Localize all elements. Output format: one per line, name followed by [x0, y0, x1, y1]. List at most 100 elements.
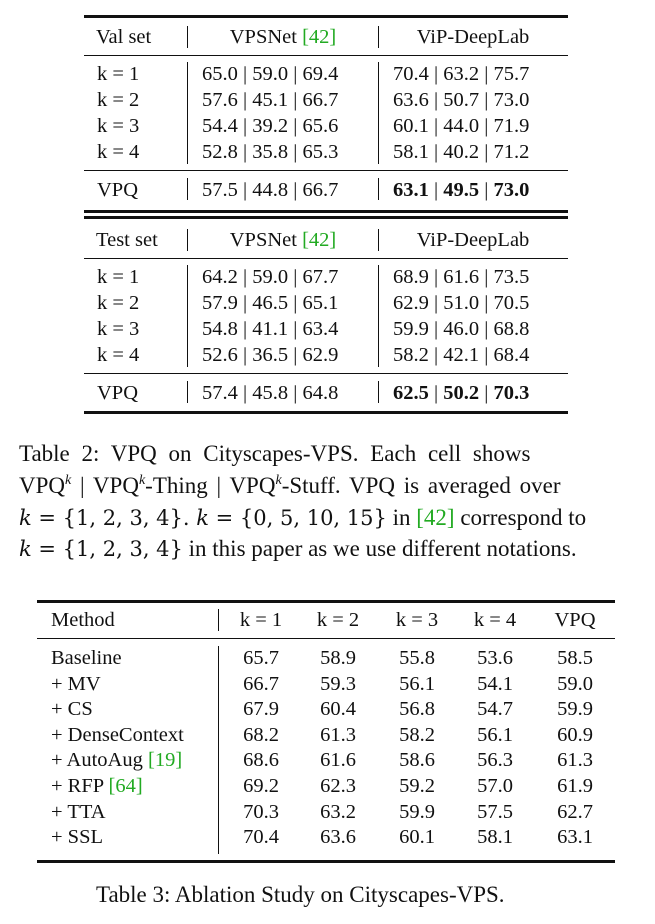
caption-text: | VPQ	[71, 473, 139, 498]
table2-val-vpq-vip: 63.1 | 49.5 | 73.0	[393, 177, 529, 203]
table-cell: 65.7	[243, 647, 279, 669]
caption-text: VPQ	[19, 473, 66, 498]
column-divider	[187, 229, 189, 251]
table2-top-rule	[84, 15, 568, 18]
table-cell: 62.3	[320, 775, 356, 797]
table2-test-vip-header: ViP-DeepLab	[416, 229, 530, 251]
citation-link[interactable]: [42]	[416, 505, 455, 530]
table-row-method: + DenseContext	[51, 722, 184, 748]
citation-link[interactable]: [42]	[302, 229, 337, 251]
table-row-method: + RFP [64]	[51, 773, 143, 799]
table2-val-body-rule	[84, 170, 568, 172]
superscript-k: k	[138, 473, 146, 488]
caption-text: in this paper as we use different notati…	[182, 536, 577, 561]
table-cell: 63.6	[320, 826, 356, 849]
table-row-method: + MV	[51, 671, 101, 697]
table-cell: 54.1	[477, 672, 513, 695]
math-set: = {0, 5, 10, 15}	[208, 506, 387, 530]
table-cell: 57.5	[477, 800, 513, 823]
table-cell: 60.4	[320, 698, 356, 721]
citation-link[interactable]: [42]	[302, 26, 337, 48]
method-label: + TTA	[51, 800, 106, 823]
math-set: = {1, 2, 3, 4}	[31, 537, 183, 561]
table-cell: 68.6	[243, 749, 279, 772]
table-row-method: + CS	[51, 696, 93, 722]
column-divider	[378, 265, 380, 367]
table3-header-rule	[37, 638, 615, 640]
column-divider	[378, 229, 380, 251]
table-cell: 56.3	[477, 749, 513, 772]
table2-val-set-header: Val set	[96, 26, 152, 48]
table-cell: 61.3	[320, 723, 356, 746]
column-divider	[187, 62, 189, 164]
separator: |	[428, 179, 444, 201]
table-cell: 57.6 | 45.1 | 66.7	[202, 89, 339, 111]
table-cell: 55.8	[399, 647, 435, 669]
table2-val-vip-header: ViP-DeepLab	[416, 26, 530, 48]
method-label: + RFP	[51, 775, 109, 797]
caption-text: -Thing | VPQ	[145, 473, 276, 498]
column-divider	[378, 381, 380, 403]
column-divider	[187, 381, 189, 403]
table-cell: 66.7	[243, 672, 279, 695]
column-divider	[378, 178, 380, 200]
math-set: = {1, 2, 3, 4}.	[31, 506, 197, 530]
table-cell: 63.6 | 50.7 | 73.0	[393, 89, 530, 111]
table-cell: 60.9	[557, 723, 593, 746]
citation-link[interactable]: [64]	[108, 775, 143, 797]
method-label: + SSL	[51, 826, 104, 849]
table2-test-vpq-vpsnet: 57.4 | 45.8 | 64.8	[202, 382, 339, 404]
method-label: + DenseContext	[51, 723, 184, 746]
table2-test-set-header: Test set	[96, 229, 158, 251]
table-cell: 68.9 | 61.6 | 73.5	[393, 266, 530, 288]
column-divider	[378, 26, 380, 48]
method-label: + AutoAug	[51, 749, 148, 772]
table-cell: 57.0	[477, 775, 513, 797]
table2-double-rule-bottom	[84, 216, 568, 219]
table-cell: 60.1 | 44.0 | 71.9	[393, 115, 530, 137]
caption-line: k = {1, 2, 3, 4}. k = {0, 5, 10, 15} in …	[19, 502, 586, 534]
table-cell: 62.7	[557, 800, 593, 823]
table3-header-k1: k = 1	[239, 609, 283, 631]
column-divider	[378, 62, 380, 164]
table-cell: 56.8	[399, 698, 435, 721]
table-row-label: k = 3	[97, 115, 140, 137]
vpsnet-label: VPSNet	[229, 26, 303, 48]
table3-bottom-rule	[37, 860, 615, 863]
table-row-method: + AutoAug [19]	[51, 747, 182, 773]
table-cell: 68.2	[243, 723, 279, 746]
table-cell: 59.9	[557, 698, 593, 721]
table3-header-method: Method	[51, 609, 115, 631]
table2-test-vpq-vip: 62.5 | 50.2 | 70.3	[393, 380, 529, 406]
table-cell: 59.9 | 46.0 | 68.8	[393, 318, 530, 340]
bold-value: 50.2	[443, 382, 480, 404]
method-label: + CS	[51, 698, 93, 721]
table-row-label: k = 4	[97, 344, 140, 366]
table3-top-rule	[37, 600, 615, 603]
table3-caption: Table 3: Ablation Study on Cityscapes-VP…	[96, 882, 505, 907]
table-cell: 54.7	[477, 698, 513, 721]
table-row-label: k = 1	[97, 63, 140, 85]
table2-val-header-rule	[84, 55, 568, 57]
table-cell: 54.4 | 39.2 | 65.6	[202, 115, 339, 137]
vpsnet-label: VPSNet	[229, 229, 303, 251]
superscript-k: k	[65, 473, 72, 488]
table-cell: 52.6 | 36.5 | 62.9	[202, 344, 339, 366]
table-cell: 56.1	[399, 672, 435, 695]
citation-link[interactable]: [19]	[148, 749, 183, 772]
table-cell: 58.2	[399, 723, 435, 746]
caption-line: VPQk | VPQk-Thing | VPQk-Stuff. VPQ is a…	[19, 470, 560, 501]
table-cell: 53.6	[477, 647, 513, 669]
table-cell: 60.1	[399, 826, 435, 849]
caption-line: k = {1, 2, 3, 4} in this paper as we use…	[19, 533, 577, 565]
column-divider	[187, 26, 189, 48]
table2-test-vpsnet-header: VPSNet [42]	[190, 227, 376, 253]
separator: |	[428, 382, 444, 404]
table-cell: 59.9	[399, 800, 435, 823]
table-cell: 58.6	[399, 749, 435, 772]
table-cell: 56.1	[477, 723, 513, 746]
table-cell: 61.3	[557, 749, 593, 772]
table-row-label: k = 2	[97, 292, 140, 314]
table-cell: 70.4 | 63.2 | 75.7	[393, 63, 530, 85]
column-divider	[187, 178, 189, 200]
